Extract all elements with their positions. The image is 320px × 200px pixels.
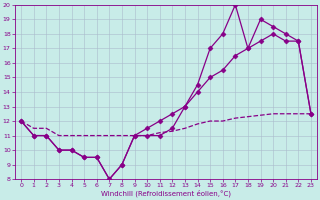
X-axis label: Windchill (Refroidissement éolien,°C): Windchill (Refroidissement éolien,°C) <box>101 190 231 197</box>
